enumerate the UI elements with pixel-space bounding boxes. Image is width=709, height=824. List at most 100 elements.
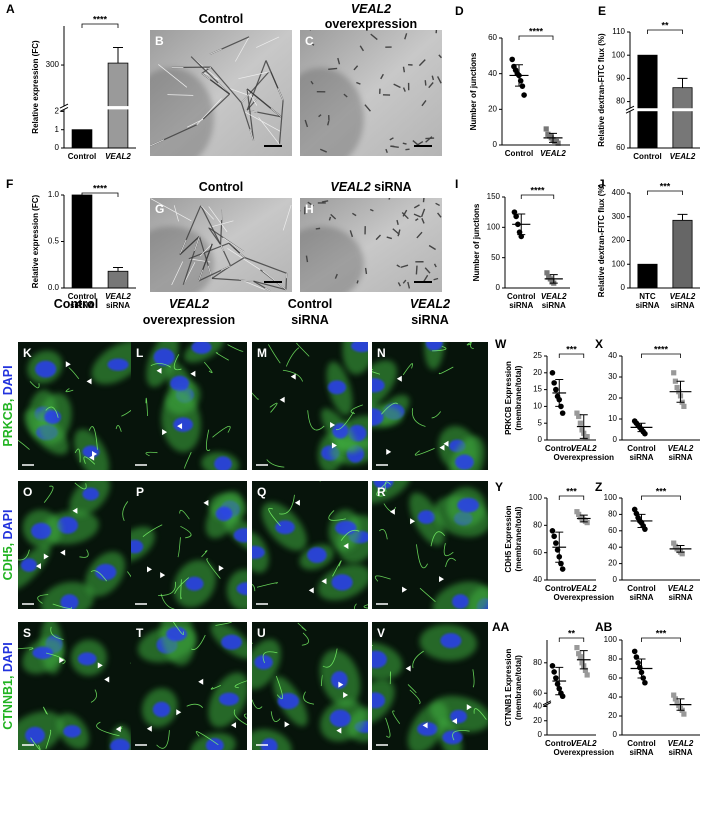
cell xyxy=(343,93,348,98)
nucleus xyxy=(185,576,204,591)
junction xyxy=(206,558,221,579)
x-tick-label: Control siRNA xyxy=(68,292,96,310)
sd-bar xyxy=(637,513,646,529)
nucleus xyxy=(153,348,175,366)
junction xyxy=(374,575,391,582)
break-mark xyxy=(59,103,69,112)
nucleus xyxy=(331,671,348,689)
y-tick-label: 110 xyxy=(612,27,625,36)
junction xyxy=(282,369,304,382)
junction xyxy=(409,689,421,705)
y-tick-label: 100 xyxy=(612,259,626,268)
junction xyxy=(122,501,129,521)
junction xyxy=(43,485,54,503)
cell xyxy=(401,212,409,220)
panel-label: N xyxy=(377,346,386,360)
junction xyxy=(173,354,182,371)
significance-bracket xyxy=(518,35,554,40)
sd-bar xyxy=(555,666,564,696)
nucleus xyxy=(372,378,385,393)
y-tick-label: 50 xyxy=(491,253,500,262)
cell xyxy=(402,87,406,92)
sd-bar xyxy=(637,658,646,679)
cell xyxy=(437,212,442,218)
x-tick-label: Control xyxy=(68,152,96,161)
bar xyxy=(71,194,93,289)
significance-label: **** xyxy=(530,185,545,195)
sd-bar xyxy=(579,414,588,439)
x-tick-label: VEAL2 siRNA xyxy=(668,739,694,757)
arrowhead xyxy=(402,586,408,593)
shade xyxy=(150,67,214,156)
panel-label: P xyxy=(136,485,144,499)
nucleus xyxy=(372,650,387,669)
junction xyxy=(174,577,190,594)
tube-edge xyxy=(221,209,223,221)
y-tick-label: 15 xyxy=(533,385,542,394)
cell xyxy=(310,80,314,85)
y-axis-label: Number of junctions xyxy=(472,203,481,281)
tube-edge xyxy=(256,36,280,48)
arrowhead xyxy=(176,709,182,716)
nucleus xyxy=(82,445,100,458)
y-tick-label: 30 xyxy=(608,372,617,381)
point xyxy=(544,270,550,276)
junction xyxy=(227,344,244,352)
tube-edge xyxy=(150,139,165,147)
junction xyxy=(74,448,81,463)
nucleus xyxy=(236,582,247,596)
tube-edge xyxy=(282,204,292,231)
y-tick-label: 20 xyxy=(488,104,497,113)
significance-bracket xyxy=(520,194,555,199)
point xyxy=(574,509,580,515)
y-tick-label: 150 xyxy=(487,192,501,201)
y-tick-label: 100 xyxy=(487,222,501,231)
error-bar xyxy=(113,267,123,272)
cell xyxy=(334,273,338,279)
tube-edge xyxy=(222,237,245,253)
shade xyxy=(150,226,214,292)
sd-bar xyxy=(555,379,564,407)
point xyxy=(513,213,519,220)
image-content xyxy=(18,622,134,750)
y-tick-label: 20 xyxy=(533,716,542,725)
cell xyxy=(433,277,439,281)
junction xyxy=(407,684,417,694)
tube-edge xyxy=(247,109,258,113)
tube-edge xyxy=(167,94,194,96)
y-tick-label: 300 xyxy=(612,212,626,221)
junction xyxy=(419,587,436,602)
y-tick-label: 0 xyxy=(613,730,618,739)
point xyxy=(671,540,677,546)
sd-bar xyxy=(579,514,588,523)
tube xyxy=(244,256,287,274)
junction xyxy=(160,593,175,609)
tube-edge xyxy=(239,252,245,258)
x-tick-label: VEAL2 Overexpression xyxy=(554,739,615,757)
significance-bracket xyxy=(558,637,585,642)
cell xyxy=(422,198,425,203)
tube-edge xyxy=(182,262,196,286)
point xyxy=(576,511,582,517)
point xyxy=(674,700,680,706)
bar xyxy=(672,219,693,289)
panel-label: J xyxy=(598,177,605,191)
cell xyxy=(436,76,442,84)
tube-edge xyxy=(208,206,228,233)
significance-bracket xyxy=(558,353,585,358)
image-content xyxy=(131,481,247,609)
panel-label: Q xyxy=(257,485,266,499)
y-tick-label: 5 xyxy=(538,418,543,427)
point xyxy=(674,384,680,391)
junction xyxy=(296,342,310,357)
y-tick-label: 60 xyxy=(488,33,497,42)
cell xyxy=(390,145,399,148)
point xyxy=(584,434,590,440)
y-tick-label: 10 xyxy=(608,414,617,423)
cell xyxy=(352,212,357,217)
arrowhead xyxy=(396,375,402,382)
junction xyxy=(52,603,73,609)
junction xyxy=(262,651,278,664)
nucleus xyxy=(35,360,57,378)
point xyxy=(559,410,566,416)
